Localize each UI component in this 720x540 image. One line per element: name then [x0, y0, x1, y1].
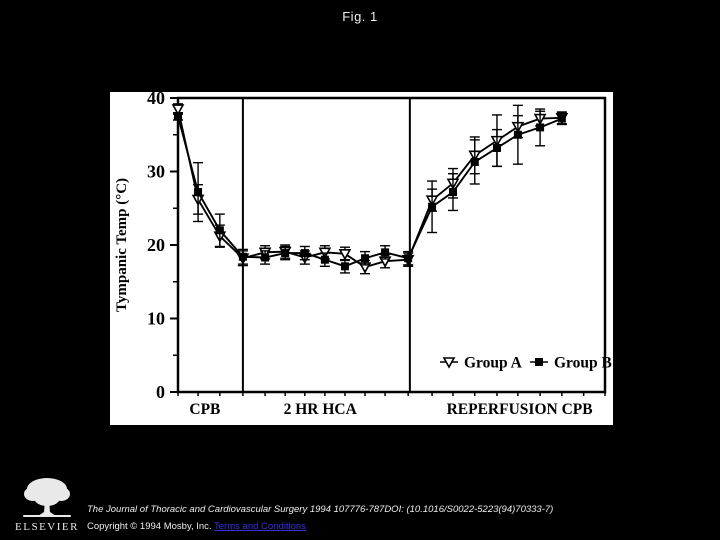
y-tick-label: 40: [147, 92, 165, 108]
y-axis-ticks: 0 10 20 30 40: [147, 92, 178, 402]
copyright-line: Copyright © 1994 Mosby, Inc. Terms and C…: [87, 518, 707, 535]
y-tick-label: 30: [147, 162, 165, 182]
elsevier-logo: ELSEVIER: [10, 476, 84, 533]
series-group-b: [173, 104, 567, 274]
terms-and-conditions-link[interactable]: Terms and Conditions: [214, 521, 306, 532]
figure-caption: Fig. 1: [342, 9, 378, 24]
legend: Group A Group B: [440, 355, 612, 372]
citation-line: The Journal of Thoracic and Cardiovascul…: [87, 504, 554, 515]
section-label: REPERFUSION CPB: [447, 401, 593, 418]
y-tick-label: 20: [147, 235, 165, 255]
markers-group-b: [174, 112, 566, 271]
x-axis-ticks: [177, 392, 606, 396]
y-axis-title: Tympanic Temp (°C): [114, 178, 130, 312]
series-group-a: [171, 103, 569, 275]
legend-label: Group A: [464, 355, 523, 372]
citation-block: The Journal of Thoracic and Cardiovascul…: [87, 501, 707, 535]
legend-label: Group B: [554, 355, 612, 372]
chart-panel: 0 10 20 30 40 Tympanic Temp (°C) CPB 2 HR HCA RE…: [110, 92, 613, 425]
phase-divider-lines: [241, 98, 411, 392]
x-axis-section-labels: CPB 2 HR HCA REPERFUSION CPB: [189, 401, 592, 418]
temperature-line-chart: 0 10 20 30 40 Tympanic Temp (°C) CPB 2 HR HCA RE…: [114, 92, 612, 418]
section-label: CPB: [189, 401, 220, 418]
y-tick-label: 10: [147, 309, 165, 329]
section-label: 2 HR HCA: [284, 401, 358, 418]
elsevier-tree-icon: [23, 478, 71, 517]
y-tick-label: 0: [156, 382, 165, 402]
elsevier-wordmark: ELSEVIER: [15, 521, 79, 533]
copyright-text: Copyright © 1994 Mosby, Inc.: [87, 521, 215, 532]
